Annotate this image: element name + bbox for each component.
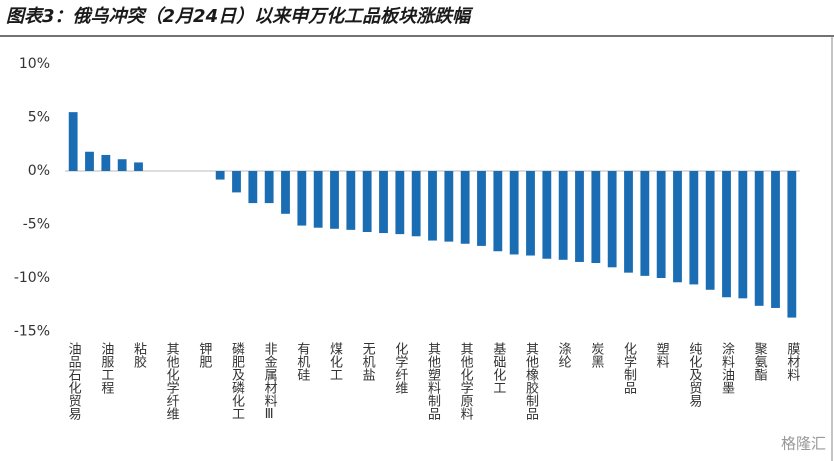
bar	[460, 171, 470, 244]
x-tick-label: 聚氨酯	[752, 342, 768, 381]
chart-title: 图表3：俄乌冲突（2月24日）以来申万化工品板块涨跌幅	[6, 6, 474, 27]
x-tick-label: 化学制品	[621, 342, 637, 394]
bar	[771, 171, 780, 308]
bar	[395, 171, 405, 235]
y-tick-label: -5%	[23, 217, 50, 233]
x-tick-label: 涤纶	[556, 342, 572, 368]
bar	[379, 171, 388, 234]
x-tick-label: 膜材料	[784, 342, 800, 381]
x-tick-label: 其他化学原料	[458, 342, 474, 420]
bar	[264, 171, 274, 204]
bar	[85, 151, 94, 171]
x-tick-label: 其他化学纤维	[164, 342, 180, 420]
x-tick-label: 磷肥及磷化工	[229, 342, 245, 420]
x-tick-label: 基础化工	[490, 342, 506, 394]
bar	[281, 171, 290, 214]
x-tick-label: 塑料	[654, 342, 670, 368]
x-tick-label: 涂料油墨	[719, 341, 735, 394]
bar	[738, 171, 748, 299]
bar	[428, 171, 437, 241]
x-tick-label: 粘胶	[131, 342, 147, 369]
bar	[232, 171, 241, 193]
bar	[101, 154, 111, 171]
bar	[754, 171, 764, 306]
bar	[493, 171, 503, 252]
y-tick-label: 0%	[28, 163, 50, 179]
bar	[134, 162, 143, 171]
bar	[542, 171, 552, 259]
x-tick-label: 钾肥	[196, 342, 212, 369]
bar	[117, 159, 127, 171]
bar	[722, 171, 731, 298]
x-tick-label: 其他塑料制品	[425, 342, 441, 420]
bar	[411, 171, 421, 237]
bar	[705, 171, 715, 290]
watermark: 格隆汇	[781, 435, 826, 453]
y-tick-label: -15%	[14, 324, 50, 340]
bar	[330, 171, 339, 229]
bar	[558, 171, 568, 260]
x-tick-label: 非金属材料Ⅲ	[262, 342, 278, 422]
bar	[477, 171, 486, 246]
x-tick-label: 化学纤维	[392, 342, 408, 394]
bar	[215, 171, 225, 180]
bar	[444, 171, 454, 242]
x-tick-label: 煤化工	[327, 342, 343, 381]
x-tick-label: 纯化及贸易	[686, 342, 702, 408]
x-tick-label: 其他橡胶制品	[523, 342, 539, 420]
y-tick-label: 10%	[19, 56, 50, 72]
bar	[68, 112, 78, 171]
bar	[656, 171, 666, 278]
x-tick-label: 有机硅	[294, 342, 310, 381]
y-tick-label: -10%	[14, 270, 50, 286]
bar	[607, 171, 617, 268]
bar	[624, 171, 633, 273]
bar	[591, 171, 601, 264]
bar	[526, 171, 535, 256]
bar	[362, 171, 372, 232]
bar	[346, 171, 356, 230]
bar	[640, 171, 650, 276]
y-tick-label: 5%	[28, 110, 50, 126]
bar	[297, 171, 307, 226]
bar	[313, 171, 323, 228]
bar	[509, 171, 519, 255]
x-tick-label: 油品石化贸易	[66, 342, 82, 421]
bar	[673, 171, 682, 283]
x-tick-label: 无机盐	[360, 342, 376, 381]
bar	[248, 171, 258, 204]
bar	[787, 171, 797, 318]
bar	[575, 171, 584, 262]
bar	[689, 171, 699, 285]
x-tick-label: 炭黑	[588, 342, 604, 369]
x-tick-label: 油服工程	[98, 342, 114, 395]
